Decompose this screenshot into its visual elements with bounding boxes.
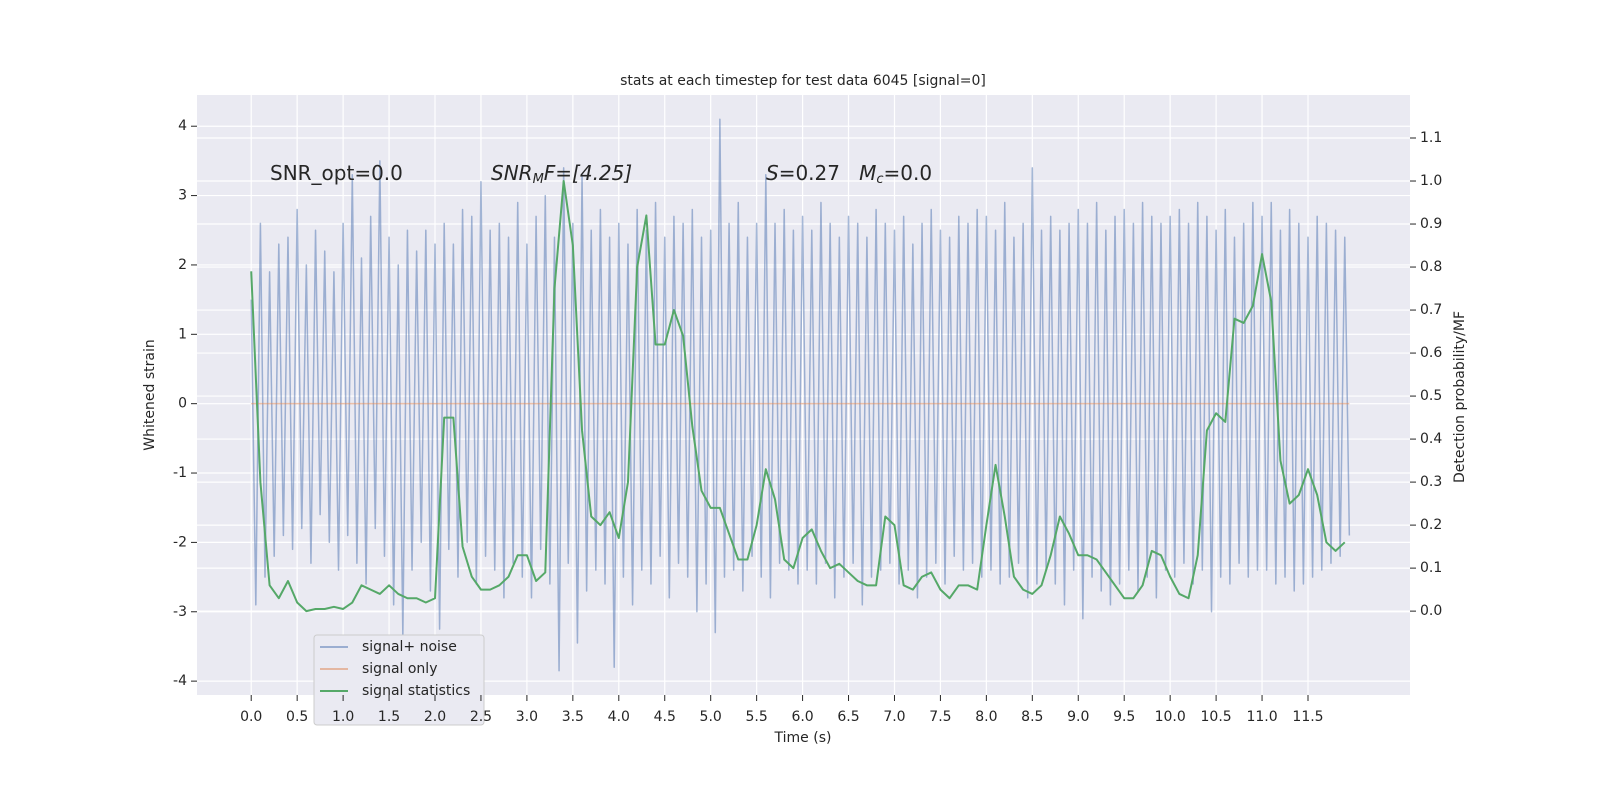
y2-tick-label: 0.3 bbox=[1420, 474, 1442, 490]
legend: signal+ noise signal only signal statistic… bbox=[313, 634, 485, 726]
y-tick-label: -4 bbox=[173, 673, 187, 689]
x-tick-label: 2.0 bbox=[424, 709, 446, 725]
x-tick-label: 8.5 bbox=[1021, 709, 1043, 725]
y2-tick-label: 0.4 bbox=[1420, 431, 1442, 447]
y2-tick-label: 0.0 bbox=[1420, 603, 1442, 619]
x-tick-label: 6.5 bbox=[837, 709, 859, 725]
y-tick-label: 0 bbox=[178, 396, 187, 412]
legend-box bbox=[313, 634, 485, 726]
annotation-part: M bbox=[859, 161, 876, 185]
legend-label: signal+ noise bbox=[362, 639, 457, 655]
x-tick-label: 1.0 bbox=[332, 709, 354, 725]
annotation: S=0.27 Mc=0.0 bbox=[766, 161, 932, 187]
y2-axis-label: Detection probability/MF bbox=[1452, 311, 1468, 483]
y-axis-label: Whitened strain bbox=[142, 339, 158, 450]
x-tick-label: 10.5 bbox=[1201, 709, 1232, 725]
x-tick-label: 8.0 bbox=[975, 709, 997, 725]
x-tick-label: 3.0 bbox=[516, 709, 538, 725]
y-tick-label: 4 bbox=[178, 118, 187, 134]
annotation-part: S bbox=[766, 161, 779, 185]
y-tick-label: -2 bbox=[173, 534, 187, 550]
y2-tick-label: 0.1 bbox=[1420, 560, 1442, 576]
x-tick-label: 9.0 bbox=[1067, 709, 1089, 725]
annotation-part: SNR_opt=0.0 bbox=[270, 161, 403, 185]
y2-tick-label: 1.0 bbox=[1420, 173, 1442, 189]
annotation-part: M bbox=[533, 172, 544, 187]
x-tick-label: 3.5 bbox=[562, 709, 584, 725]
annotation-part: =0.0 bbox=[884, 161, 933, 185]
x-tick-label: 10.0 bbox=[1155, 709, 1186, 725]
series-line bbox=[250, 118, 1351, 672]
annotation: SNRMF=[4.25] bbox=[491, 161, 632, 187]
series-line bbox=[250, 180, 1346, 613]
x-tick-label: 2.5 bbox=[470, 709, 492, 725]
x-tick-label: 5.0 bbox=[700, 709, 722, 725]
y-tick-label: 2 bbox=[178, 257, 187, 273]
annotation-part: =0.27 bbox=[779, 161, 859, 185]
y2-tick-label: 0.7 bbox=[1420, 302, 1442, 318]
y-tick-label: 3 bbox=[178, 188, 187, 204]
annotation-part: F=[4.25] bbox=[544, 161, 632, 185]
y-tick-label: -3 bbox=[173, 604, 187, 620]
x-tick-label: 6.0 bbox=[791, 709, 813, 725]
x-axis-label: Time (s) bbox=[774, 730, 832, 746]
annotation-part: SNR bbox=[491, 161, 533, 185]
y2-tick-label: 1.1 bbox=[1420, 130, 1442, 146]
x-tick-label: 7.5 bbox=[929, 709, 951, 725]
y-tick-label: 1 bbox=[178, 326, 187, 342]
x-tick-label: 4.5 bbox=[654, 709, 676, 725]
y2-tick-label: 0.5 bbox=[1420, 388, 1442, 404]
y2-tick-label: 0.9 bbox=[1420, 216, 1442, 232]
legend-label: signal only bbox=[362, 661, 437, 677]
x-tick-label: 9.5 bbox=[1113, 709, 1135, 725]
y2-tick-label: 0.2 bbox=[1420, 517, 1442, 533]
annotation-part: c bbox=[876, 172, 883, 187]
x-tick-label: 4.0 bbox=[608, 709, 630, 725]
legend-label: signal statistics bbox=[362, 683, 470, 699]
x-tick-label: 0.5 bbox=[286, 709, 308, 725]
y2-tick-label: 0.8 bbox=[1420, 259, 1442, 275]
x-tick-label: 11.0 bbox=[1246, 709, 1277, 725]
chart-title: stats at each timestep for test data 604… bbox=[620, 73, 986, 89]
y2-tick-label: 0.6 bbox=[1420, 345, 1442, 361]
annotation: SNR_opt=0.0 bbox=[270, 161, 403, 185]
x-tick-label: 11.5 bbox=[1292, 709, 1323, 725]
y-tick-label: -1 bbox=[173, 465, 187, 481]
plot bbox=[250, 118, 1351, 672]
x-tick-label: 0.0 bbox=[240, 709, 262, 725]
x-tick-label: 7.0 bbox=[883, 709, 905, 725]
x-tick-label: 5.5 bbox=[746, 709, 768, 725]
x-tick-label: 1.5 bbox=[378, 709, 400, 725]
